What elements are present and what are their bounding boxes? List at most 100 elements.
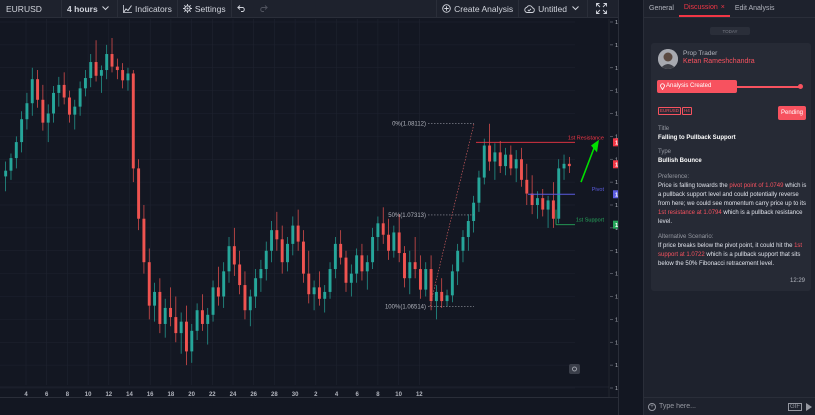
time-tick-label: 12 [416, 392, 423, 397]
send-icon[interactable] [806, 402, 812, 411]
message-timestamp: 12:29 [789, 278, 805, 284]
candle-body [472, 202, 476, 222]
tab-general[interactable]: General [644, 0, 679, 17]
tab-general-label: General [649, 5, 674, 12]
candle-body [147, 262, 151, 306]
symbol-selector[interactable]: EURUSD [0, 0, 62, 17]
pivot-level-name: Pivot [592, 187, 605, 193]
author-name[interactable]: Ketan Rameshchandra [683, 58, 755, 65]
candle-body [137, 168, 141, 219]
undo-button[interactable] [232, 0, 254, 17]
fib-level-50-label: 50%(1.07313) [388, 213, 426, 219]
candle-body [185, 321, 188, 352]
gif-button[interactable]: GIF [788, 402, 802, 411]
author-role: Prop Trader [683, 50, 718, 57]
time-tick-label: 20 [188, 392, 195, 397]
time-tick-label: 12 [105, 392, 112, 397]
message-composer: + GIF [644, 397, 815, 415]
close-icon[interactable]: × [720, 4, 725, 11]
candle-body [562, 163, 566, 169]
time-tick-label: 30 [292, 392, 299, 397]
create-analysis-button[interactable]: Create Analysis [436, 0, 520, 17]
preference-label: Preference: [658, 174, 690, 180]
candle-body [520, 159, 523, 180]
redo-icon [259, 5, 268, 12]
candle-body [270, 230, 274, 251]
snapshot-icon-lens [572, 366, 577, 372]
price-tick-label: 1.07000 [615, 249, 618, 255]
resistance-price-tag-bg [613, 138, 618, 147]
layout-selector[interactable]: Untitled [519, 0, 588, 17]
alt-scenario-label: Alternative Scenario: [658, 234, 714, 240]
candle-body [222, 271, 226, 297]
candle-body [418, 269, 422, 290]
time-tick-label: 26 [250, 392, 257, 397]
price-tick-label: 1.07200 [615, 226, 618, 232]
time-tick-label: 8 [376, 392, 380, 397]
candle-body [493, 152, 497, 162]
candle-body [403, 253, 406, 279]
tab-discussion[interactable]: Discussion × [678, 0, 730, 17]
candle-body [551, 200, 555, 219]
candle-body [4, 170, 8, 177]
price-tick-label: 1.05800 [615, 386, 618, 392]
candle-body [461, 237, 465, 251]
indicators-label: Indicators [135, 3, 172, 14]
time-tick-label: 16 [147, 392, 154, 397]
candle-body [376, 223, 380, 238]
candle-body [179, 321, 183, 334]
candle-body [365, 262, 369, 272]
message-input[interactable] [659, 403, 788, 410]
tab-edit-analysis-label: Edit Analysis [734, 5, 775, 12]
tab-edit-analysis[interactable]: Edit Analysis [730, 0, 780, 17]
candle-body [52, 92, 55, 114]
analysis-panel: General Discussion × Edit Analysis TODAY … [643, 0, 815, 415]
candle-body [408, 262, 412, 279]
fullscreen-button[interactable] [588, 0, 618, 17]
interval-selector[interactable]: 4 hours [62, 0, 118, 17]
snapshot-icon [569, 364, 580, 374]
time-tick-label: 24 [230, 392, 237, 397]
settings-label: Settings [194, 3, 226, 14]
create-analysis-label: Create Analysis [454, 3, 514, 14]
candle-body [46, 113, 50, 123]
resistance-highlight: 1st resistance at 1.0794 [658, 210, 722, 216]
candle-body [62, 84, 66, 98]
candle-body [73, 106, 77, 115]
candle-body [131, 73, 135, 169]
candle-body [286, 243, 289, 263]
status-badge[interactable]: Pending [778, 106, 806, 120]
candlestick-chart-svg[interactable]: 0%(1.08112) 50%(1.07313) 100%(1.06514) 1st … [0, 19, 618, 397]
candle-body [200, 310, 204, 324]
candle-body [456, 250, 460, 272]
candle-body [509, 154, 513, 169]
candle-body [190, 330, 194, 352]
fib-trend-line [429, 123, 475, 307]
settings-button[interactable]: Settings [178, 0, 232, 17]
candle-body [36, 79, 40, 100]
projection-arrow-line [580, 145, 596, 183]
alt-text-part: which is a pullback support that sits be… [658, 252, 801, 267]
candle-body [392, 232, 396, 251]
time-tick-label: 2 [314, 392, 318, 397]
candle-body [216, 287, 220, 297]
price-tick-label: 1.08400 [615, 89, 618, 95]
price-chart[interactable]: 0%(1.08112) 50%(1.07313) 100%(1.06514) 1st … [0, 19, 618, 397]
candle-body [195, 310, 199, 331]
fib-level-0-label: 0%(1.08112) [392, 122, 426, 128]
candle-body [115, 66, 119, 71]
candle-body [20, 119, 24, 143]
candle-body [227, 246, 231, 272]
candle-body [94, 62, 98, 76]
redo-button[interactable] [254, 0, 276, 17]
analysis-message-card: Prop Trader Ketan Rameshchandra Analysis… [651, 43, 811, 291]
candle-body [333, 243, 337, 270]
indicators-button[interactable]: Indicators [118, 0, 178, 17]
candle-body [206, 314, 210, 324]
candle-body [169, 307, 172, 318]
candle-body [381, 223, 385, 235]
candle-body [466, 221, 470, 238]
candle-body [153, 291, 157, 306]
candle-body [126, 73, 130, 81]
add-attachment-icon[interactable]: + [648, 402, 656, 411]
